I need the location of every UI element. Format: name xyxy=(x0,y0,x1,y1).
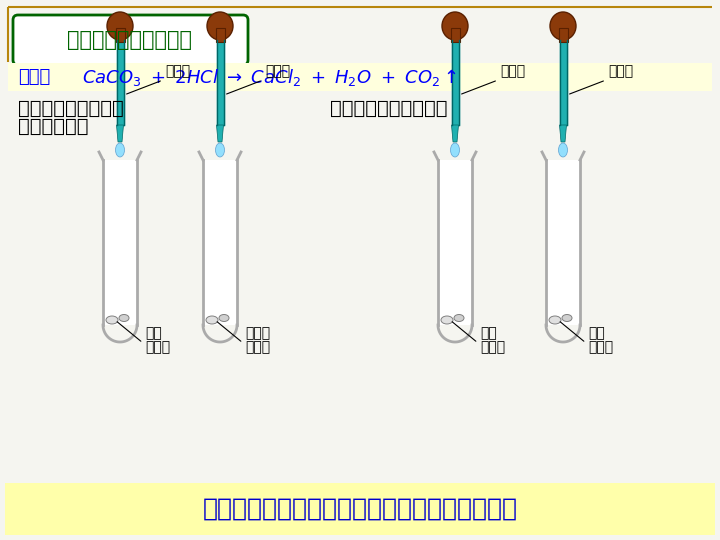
Text: 用稀盐酸还是稀硫酸？: 用稀盐酸还是稀硫酸？ xyxy=(330,98,448,118)
Ellipse shape xyxy=(207,12,233,40)
Text: 结论：用块状大理石和稀盐酸反应制取二氧化碳: 结论：用块状大理石和稀盐酸反应制取二氧化碳 xyxy=(202,497,518,521)
Ellipse shape xyxy=(550,12,576,40)
Text: 稀盐酸: 稀盐酸 xyxy=(265,64,290,78)
FancyBboxPatch shape xyxy=(115,28,125,42)
Ellipse shape xyxy=(549,316,561,324)
Ellipse shape xyxy=(115,143,125,157)
Polygon shape xyxy=(451,125,459,142)
Text: 碳酸钙: 碳酸钙 xyxy=(245,340,270,354)
Polygon shape xyxy=(559,125,567,142)
Ellipse shape xyxy=(442,12,468,40)
Ellipse shape xyxy=(219,314,229,321)
Text: 粉末状: 粉末状 xyxy=(245,326,270,340)
FancyBboxPatch shape xyxy=(13,15,248,65)
Polygon shape xyxy=(103,160,137,325)
Ellipse shape xyxy=(451,143,459,157)
Text: 原理：: 原理： xyxy=(18,68,50,86)
Text: 块状: 块状 xyxy=(480,326,497,340)
FancyBboxPatch shape xyxy=(215,28,225,42)
Ellipse shape xyxy=(206,316,218,324)
Ellipse shape xyxy=(106,316,118,324)
Text: 稀硫酸: 稀硫酸 xyxy=(608,64,633,78)
FancyBboxPatch shape xyxy=(8,63,712,91)
Ellipse shape xyxy=(559,143,567,157)
FancyBboxPatch shape xyxy=(5,483,715,535)
Text: $\mathit{CaCO_3\ +\ 2HCl\ \rightarrow\ CaCl_2\ +\ H_2O\ +\ CO_2\uparrow}$: $\mathit{CaCO_3\ +\ 2HCl\ \rightarrow\ C… xyxy=(82,66,456,87)
Polygon shape xyxy=(438,160,472,325)
Ellipse shape xyxy=(454,314,464,321)
FancyBboxPatch shape xyxy=(559,28,567,42)
Ellipse shape xyxy=(119,314,129,321)
Text: 稀盐酸: 稀盐酸 xyxy=(165,64,190,78)
Text: 大理石: 大理石 xyxy=(588,340,613,354)
Polygon shape xyxy=(546,160,580,325)
Polygon shape xyxy=(203,160,237,325)
Ellipse shape xyxy=(107,12,133,40)
Polygon shape xyxy=(217,125,223,142)
Text: 块状: 块状 xyxy=(145,326,162,340)
FancyBboxPatch shape xyxy=(451,28,459,42)
Text: 大理石: 大理石 xyxy=(480,340,505,354)
Text: 用块状大理石还是粉: 用块状大理石还是粉 xyxy=(18,98,124,118)
Text: 末状碳酸钙？: 末状碳酸钙？ xyxy=(18,117,89,136)
Text: 稀盐酸: 稀盐酸 xyxy=(500,64,525,78)
Polygon shape xyxy=(117,125,124,142)
Text: 实验原理、原料的探究: 实验原理、原料的探究 xyxy=(68,30,192,50)
Text: 块状: 块状 xyxy=(588,326,605,340)
Ellipse shape xyxy=(441,316,453,324)
Text: 大理石: 大理石 xyxy=(145,340,170,354)
Ellipse shape xyxy=(562,314,572,321)
Ellipse shape xyxy=(215,143,225,157)
